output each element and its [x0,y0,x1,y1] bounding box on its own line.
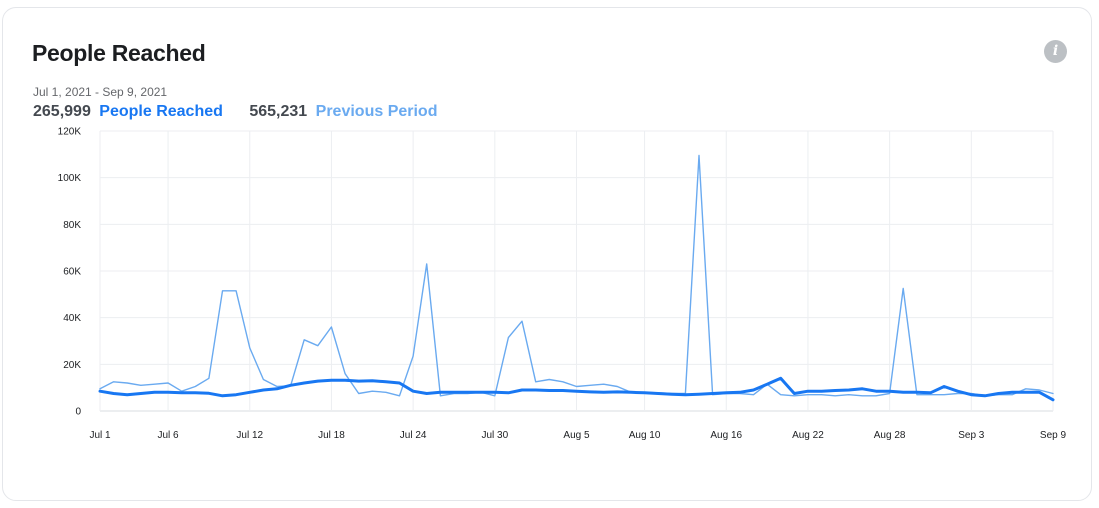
card-title: People Reached [32,40,206,66]
metrics-summary: 265,999 People Reached 565,231 Previous … [33,103,459,121]
people-reached-card: People Reached i Jul 1, 2021 - Sep 9, 20… [2,7,1092,501]
series-line-previous-period [99,154,1054,397]
metric-people-reached[interactable]: 265,999 People Reached [33,103,223,121]
y-tick-label: 0 [75,407,81,418]
metric-label: People Reached [99,103,223,120]
x-tick-label: Jul 12 [236,430,263,441]
x-tick-label: Aug 16 [710,430,742,441]
info-icon[interactable]: i [1044,40,1067,63]
x-tick-label: Sep 9 [1040,430,1067,441]
x-tick-label: Aug 5 [563,430,590,441]
x-tick-label: Jul 1 [89,430,111,441]
x-tick-label: Aug 28 [874,430,906,441]
y-tick-label: 80K [63,220,81,231]
x-tick-label: Jul 24 [400,430,427,441]
metric-value: 265,999 [33,103,91,120]
x-tick-label: Aug 10 [629,430,661,441]
x-tick-label: Jul 18 [318,430,345,441]
y-tick-label: 60K [63,267,81,278]
x-tick-label: Jul 30 [481,430,508,441]
date-range: Jul 1, 2021 - Sep 9, 2021 [33,85,168,99]
series-line-people-reached [98,376,1055,402]
x-tick-label: Sep 3 [958,430,985,441]
metric-label: Previous Period [315,103,438,120]
metric-previous-period[interactable]: 565,231 Previous Period [249,103,437,121]
y-tick-label: 100K [58,173,82,184]
y-tick-label: 20K [63,360,81,371]
metric-value: 565,231 [249,103,308,120]
x-tick-label: Aug 22 [792,430,824,441]
x-tick-label: Jul 6 [158,430,180,441]
y-tick-label: 40K [63,313,81,324]
y-tick-label: 120K [58,127,82,138]
